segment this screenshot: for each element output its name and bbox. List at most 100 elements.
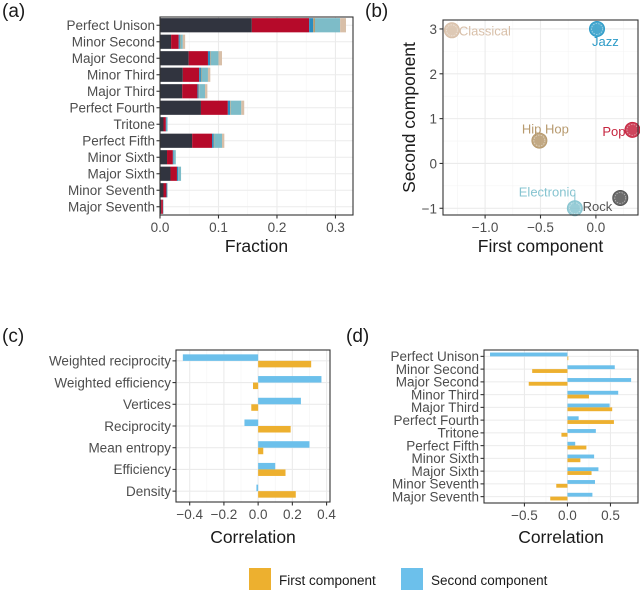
bar-segment-classical [182, 34, 186, 49]
bar-segment-pop [182, 84, 198, 99]
bar-second-component [567, 441, 576, 446]
bar-segment-hip-hop [313, 18, 315, 33]
bar-segment-electronic [180, 34, 183, 49]
bar-segment-jazz [227, 100, 231, 115]
bar-segment-jazz [207, 51, 211, 66]
bar-first-component [258, 469, 286, 476]
y-tick-label: 2 [429, 67, 437, 82]
y-tick-label: Minor Second [72, 35, 155, 50]
bar-segment-rock [160, 199, 162, 214]
y-tick-label: Tritone [437, 426, 479, 441]
y-tick-label: 0 [429, 156, 437, 171]
y-tick-label: Perfect Unison [390, 349, 479, 364]
legend-swatch-second-component [401, 568, 423, 590]
bar-first-component [251, 404, 259, 411]
x-tick-label: 0.5 [601, 508, 620, 523]
bar-first-component [528, 381, 568, 386]
y-tick-label: −1 [422, 201, 437, 216]
bar-segment-rock [160, 67, 183, 82]
bar-segment-classical [241, 100, 245, 115]
y-tick-label: 1 [429, 112, 437, 127]
bar-segment-electronic [166, 117, 168, 132]
legend: First component Second component [249, 568, 548, 590]
bar-second-component [567, 416, 579, 421]
point-hip-hop-ring [533, 134, 546, 147]
bar-segment-pop [163, 183, 167, 198]
bar-second-component [258, 397, 301, 405]
bar-segment-hip-hop [213, 133, 215, 148]
y-tick-label: Minor Sixth [411, 451, 479, 466]
bar-first-component [258, 491, 296, 498]
plot-frame [159, 16, 354, 216]
point-classical-ring [445, 24, 458, 37]
y-tick-label: Perfect Unison [66, 18, 155, 33]
x-tick-label: −0.4 [176, 507, 203, 522]
bar-segment-hip-hop [210, 51, 211, 66]
bar-first-component [567, 471, 592, 475]
bar-first-component [550, 496, 568, 501]
bar-segment-pop [192, 133, 213, 148]
bar-segment-classical [207, 67, 211, 82]
bar-segment-electronic [201, 67, 208, 82]
bar-segment-rock [160, 150, 168, 165]
bar-segment-pop [163, 117, 166, 132]
x-tick-label: −1.0 [472, 220, 499, 235]
bar-segment-rock [160, 117, 164, 132]
y-tick-label: Mean entropy [88, 441, 171, 456]
x-tick-label: 0.4 [317, 507, 336, 522]
y-tick-label: Perfect Fourth [393, 413, 479, 428]
point-label-electronic: Electronic [519, 184, 577, 199]
bar-first-component [258, 360, 312, 368]
x-axis-title: Fraction [225, 236, 288, 256]
bar-segment-pop [171, 34, 179, 49]
y-tick-label: Reciprocity [104, 419, 171, 434]
point-rock [612, 189, 629, 206]
y-tick-label: Density [126, 484, 171, 499]
y-tick-label: Weighted efficiency [54, 375, 171, 390]
bar-segment-jazz [199, 67, 201, 82]
x-axis-title: Correlation [210, 527, 296, 547]
bar-segment-rock [160, 183, 164, 198]
x-tick-label: 0.0 [587, 220, 606, 235]
panel-label-c: (c) [2, 326, 24, 347]
bar-segment-jazz [178, 34, 180, 49]
bar-segment-electronic [173, 150, 176, 165]
bar-segment-pop [167, 150, 173, 165]
bar-first-component [532, 369, 568, 373]
y-tick-label: Vertices [123, 397, 171, 412]
panel-c-correlation-bars: −0.4 −0.2 0.0 0.2 0.4 Weighted reciprocity Wei… [49, 349, 336, 547]
y-tick-label: Major Third [87, 84, 155, 99]
point-label-jazz: Jazz [592, 34, 619, 49]
y-tick-label: Major Sixth [87, 167, 155, 182]
y-tick-label: Minor Third [411, 387, 479, 402]
x-tick-label: −0.5 [527, 220, 554, 235]
bar-first-component [567, 407, 613, 412]
bar-segment-classical [340, 18, 346, 33]
point-rock-ring [614, 192, 627, 204]
point-label-hip-hop: Hip Hop [522, 122, 569, 137]
bar-second-component [567, 390, 619, 395]
bar-first-component [567, 394, 589, 399]
bar-second-component [567, 454, 595, 459]
y-tick-label: Major Sixth [411, 464, 479, 479]
x-tick-label: 0.0 [151, 220, 170, 235]
legend-label-first-component: First component [279, 573, 376, 588]
x-tick-label: 0.3 [326, 220, 345, 235]
y-axis-title: Second component [399, 42, 419, 193]
bar-segment-rock [160, 133, 193, 148]
bar-second-component [490, 352, 568, 357]
plot-background [484, 350, 638, 503]
bar-second-component [567, 365, 615, 370]
bar-segment-pop [161, 199, 163, 214]
x-tick-label: −0.2 [211, 507, 238, 522]
y-tick-label: Major Seventh [68, 200, 155, 215]
bar-second-component [567, 480, 595, 484]
bar-second-component [182, 354, 259, 361]
bar-segment-pop [182, 67, 200, 82]
x-tick-label: 0.1 [209, 220, 228, 235]
point-label-rock: Rock [583, 199, 613, 214]
bar-segment-jazz [176, 166, 179, 181]
bar-first-component [556, 483, 568, 488]
